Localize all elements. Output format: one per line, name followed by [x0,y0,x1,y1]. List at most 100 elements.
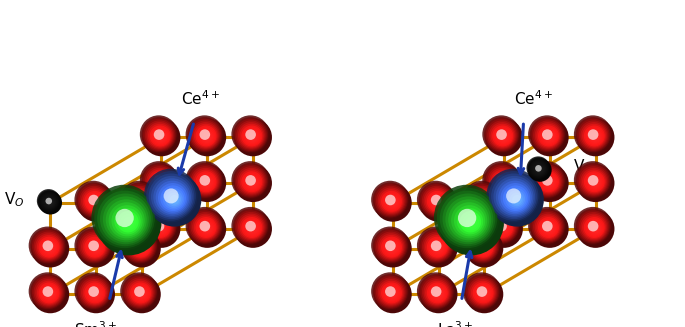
Circle shape [197,127,215,145]
Circle shape [150,126,171,146]
Circle shape [466,184,498,216]
Circle shape [143,119,175,151]
Circle shape [479,198,489,207]
Circle shape [477,286,487,297]
Circle shape [247,130,259,143]
Circle shape [528,207,566,245]
Circle shape [134,194,149,210]
Circle shape [527,156,550,180]
Circle shape [388,198,397,207]
Circle shape [34,232,63,261]
Circle shape [577,210,614,248]
Circle shape [427,237,448,258]
Circle shape [145,166,174,196]
Circle shape [125,232,155,261]
Circle shape [44,197,55,208]
Circle shape [151,176,192,217]
Circle shape [249,180,256,186]
Circle shape [533,212,562,241]
Circle shape [377,279,404,306]
Circle shape [186,161,223,199]
Circle shape [92,199,99,206]
Circle shape [487,120,516,150]
Circle shape [156,132,166,142]
Circle shape [580,168,607,195]
Circle shape [130,283,151,303]
Circle shape [197,173,215,191]
Circle shape [547,134,553,141]
Circle shape [476,286,491,301]
Circle shape [547,180,553,186]
Circle shape [81,279,108,306]
Circle shape [129,189,152,213]
Circle shape [194,124,218,147]
Circle shape [510,193,523,206]
Circle shape [389,291,396,298]
Circle shape [465,184,503,222]
Circle shape [536,215,560,239]
Circle shape [512,195,522,205]
Text: Ce$^{4+}$: Ce$^{4+}$ [182,90,220,108]
Circle shape [379,189,403,213]
Text: V$_O$: V$_O$ [573,157,593,176]
Circle shape [89,287,102,300]
Circle shape [532,119,564,151]
Circle shape [432,196,445,208]
Circle shape [153,221,164,232]
Circle shape [431,286,441,297]
Circle shape [437,188,497,248]
Circle shape [248,224,258,233]
Circle shape [489,168,516,195]
Circle shape [162,188,184,210]
Circle shape [420,276,453,308]
Circle shape [232,207,269,245]
Circle shape [88,240,99,251]
Circle shape [484,163,519,198]
Circle shape [75,227,112,265]
Circle shape [42,194,57,209]
Circle shape [76,182,111,217]
Circle shape [247,176,259,189]
Circle shape [201,222,213,234]
Circle shape [425,235,449,259]
Circle shape [429,284,447,302]
Circle shape [579,166,608,196]
Circle shape [204,180,210,186]
Circle shape [375,230,407,262]
Circle shape [489,214,516,240]
Circle shape [541,220,557,236]
Circle shape [530,160,548,178]
Circle shape [486,119,518,151]
Circle shape [79,186,109,215]
Circle shape [481,199,488,206]
Circle shape [232,161,269,199]
Circle shape [531,161,547,177]
Circle shape [32,276,64,308]
Text: Sm$^{3+}$: Sm$^{3+}$ [75,321,118,327]
Circle shape [386,196,399,208]
Circle shape [243,127,261,145]
Circle shape [486,164,518,197]
Circle shape [129,281,152,304]
Circle shape [464,274,499,309]
Circle shape [138,199,145,206]
Circle shape [151,127,170,145]
Circle shape [528,158,551,182]
Circle shape [235,210,267,243]
Circle shape [468,232,497,261]
Circle shape [123,184,161,222]
Circle shape [495,220,511,236]
Circle shape [490,173,544,227]
Circle shape [430,194,445,210]
Circle shape [417,272,455,310]
Circle shape [417,181,455,219]
Circle shape [420,184,458,222]
Circle shape [465,275,503,313]
Circle shape [430,286,445,301]
Circle shape [505,188,527,210]
Circle shape [484,117,519,152]
Circle shape [427,283,448,303]
Circle shape [45,243,55,253]
Circle shape [199,129,210,140]
Circle shape [579,120,608,150]
